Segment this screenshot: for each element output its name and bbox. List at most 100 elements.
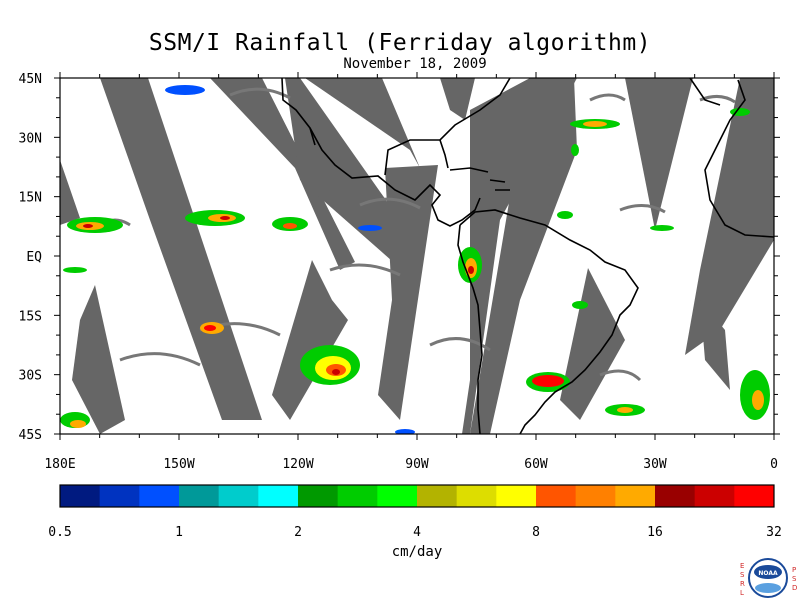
rain-cluster bbox=[605, 404, 645, 416]
lon-label: 180E bbox=[44, 457, 75, 472]
rain-cluster bbox=[200, 322, 224, 334]
colorbar-cell bbox=[377, 485, 418, 507]
swath-gap bbox=[72, 285, 125, 434]
noaa-logo-wave bbox=[755, 583, 781, 593]
noaa-logo-bird bbox=[754, 565, 782, 579]
coastline-caribbean bbox=[449, 167, 510, 191]
lat-label: 45N bbox=[19, 72, 42, 87]
colorbar-border bbox=[59, 484, 775, 508]
rain-cluster bbox=[740, 370, 770, 420]
lat-label: 15S bbox=[19, 309, 42, 324]
colorbar-tick-label: 8 bbox=[532, 525, 540, 540]
coastline-greenland bbox=[689, 78, 721, 106]
swath-arc bbox=[589, 93, 626, 102]
esrl-letter: R bbox=[740, 580, 745, 588]
swath-gap bbox=[560, 268, 625, 420]
colorbar-cell bbox=[139, 485, 180, 507]
colorbar-cell bbox=[179, 485, 220, 507]
lon-label: 120W bbox=[282, 457, 313, 472]
swath-arc bbox=[229, 87, 291, 100]
longitude-labels: 180E 150W 120W 90W 60W 30W 0 bbox=[44, 457, 778, 472]
colorbar-cells bbox=[60, 485, 775, 507]
colorbar-cell bbox=[60, 485, 101, 507]
colorbar-cell bbox=[734, 485, 775, 507]
coastline-south-america bbox=[459, 209, 639, 434]
esrl-letter: S bbox=[740, 571, 745, 579]
coastline-gulf bbox=[384, 78, 511, 176]
lon-label: 0 bbox=[770, 457, 778, 472]
lon-label: 90W bbox=[405, 457, 429, 472]
coastline-south-america-west bbox=[457, 224, 483, 434]
swath-gap bbox=[210, 78, 355, 270]
colorbar-cell bbox=[655, 485, 696, 507]
esrl-letter: E bbox=[740, 562, 744, 570]
colorbar-cell bbox=[456, 485, 497, 507]
colorbar-cell bbox=[417, 485, 458, 507]
colorbar-cell bbox=[496, 485, 537, 507]
lat-label: 30N bbox=[19, 131, 42, 146]
noaa-esrl-logo: NOAA E S R L P S D bbox=[740, 558, 797, 598]
swath-arc bbox=[429, 337, 491, 352]
coastline-north-america bbox=[281, 78, 481, 227]
lon-label: 30W bbox=[643, 457, 667, 472]
colorbar-tick-label: 1 bbox=[175, 525, 183, 540]
colorbar: 0.5 1 2 4 8 16 32 cm/day bbox=[48, 484, 782, 560]
noaa-logo-center-text: NOAA bbox=[758, 570, 778, 577]
rain-cluster bbox=[458, 247, 482, 283]
colorbar-cell bbox=[218, 485, 259, 507]
colorbar-unit-label: cm/day bbox=[392, 544, 443, 560]
colorbar-cell bbox=[298, 485, 339, 507]
colorbar-cell bbox=[575, 485, 616, 507]
esrl-letter: L bbox=[740, 589, 744, 597]
rain-cluster bbox=[570, 119, 620, 129]
rain-cluster bbox=[185, 210, 245, 226]
map-title: SSM/I Rainfall (Ferriday algorithm) bbox=[148, 30, 652, 56]
coastline-baja bbox=[309, 127, 316, 146]
colorbar-tick-label: 32 bbox=[766, 525, 782, 540]
swath-gap bbox=[272, 260, 348, 420]
psd-letter: D bbox=[792, 584, 797, 592]
lon-label: 150W bbox=[163, 457, 194, 472]
swath-gap bbox=[462, 78, 577, 434]
swath-arc bbox=[599, 369, 642, 382]
lon-label: 60W bbox=[524, 457, 548, 472]
rain-cluster bbox=[300, 345, 360, 385]
swath-gap bbox=[305, 78, 420, 168]
colorbar-cell bbox=[615, 485, 656, 507]
swath-gap bbox=[440, 78, 475, 120]
swath-arc bbox=[359, 197, 421, 210]
map-area: 45N 30N 15N EQ 15S 30S 45S 180E 150W 120W 90W 60W 3… bbox=[19, 72, 780, 472]
colorbar-tick-label: 16 bbox=[647, 525, 663, 540]
colorbar-tick-label: 0.5 bbox=[48, 525, 71, 540]
lat-label: 30S bbox=[19, 369, 42, 384]
colorbar-cell bbox=[258, 485, 299, 507]
lat-label: 15N bbox=[19, 191, 42, 206]
colorbar-cell bbox=[337, 485, 378, 507]
swath-gap bbox=[700, 300, 730, 390]
swath-arc bbox=[119, 352, 201, 367]
rain-cluster bbox=[272, 217, 308, 231]
rain-cluster bbox=[526, 372, 570, 392]
swath-arc bbox=[619, 204, 666, 214]
lat-label: EQ bbox=[26, 250, 42, 265]
swath-gap bbox=[285, 78, 400, 268]
swath-gap bbox=[625, 78, 693, 230]
colorbar-tick-labels: 0.5 1 2 4 8 16 32 bbox=[48, 525, 782, 540]
swath-gap bbox=[685, 78, 774, 355]
swath-gap bbox=[470, 78, 577, 434]
colorbar-cell bbox=[99, 485, 140, 507]
colorbar-cell bbox=[536, 485, 577, 507]
rain-cluster bbox=[165, 85, 205, 95]
colorbar-tick-label: 2 bbox=[294, 525, 302, 540]
latitude-labels: 45N 30N 15N EQ 15S 30S 45S bbox=[19, 72, 43, 443]
psd-letter: S bbox=[792, 575, 797, 583]
colorbar-cell bbox=[694, 485, 735, 507]
rain-cluster bbox=[60, 412, 90, 428]
map-ticks bbox=[54, 72, 780, 440]
rain-cluster bbox=[67, 217, 123, 233]
map-subtitle: November 18, 2009 bbox=[343, 56, 487, 72]
swath-arc bbox=[329, 263, 401, 277]
coastline-florida bbox=[439, 139, 449, 169]
swath-gap bbox=[100, 78, 262, 420]
